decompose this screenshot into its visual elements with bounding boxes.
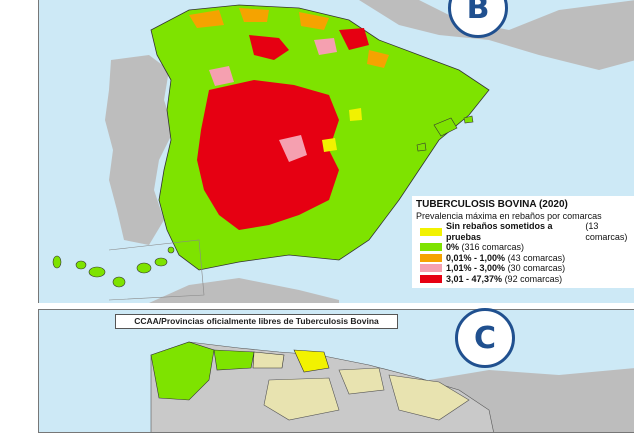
region-low-3	[314, 38, 337, 55]
region-minimal-4	[367, 50, 389, 68]
balearic-mallorca	[433, 117, 458, 137]
region-low-1	[279, 135, 307, 162]
legend-row: 0% (316 comarcas)	[416, 242, 634, 253]
legend-count: (13 comarcas)	[585, 221, 628, 242]
legend-row: 1,01% - 3,00% (30 comarcas)	[416, 263, 634, 274]
spain-prevalence-map	[52, 0, 634, 303]
legend-label: 1,01% - 3,00%	[446, 263, 506, 273]
legend-swatch-green	[420, 243, 442, 252]
free-regions-map	[150, 341, 634, 432]
region-castilla-leon	[263, 377, 340, 421]
region-cataluna	[388, 374, 470, 421]
legend-count: (92 comarcas)	[504, 273, 563, 284]
legend-label: 3,01 - 47,37%	[446, 273, 503, 284]
region-high-ne	[339, 28, 369, 50]
balearic-ibiza	[416, 142, 427, 152]
legend-label: Sin rebaños sometidos a pruebas	[446, 221, 553, 242]
canary-islands	[52, 246, 175, 288]
legend-swatch-yellow	[420, 227, 442, 236]
region-high-north	[249, 35, 289, 60]
legend-swatch-pink	[420, 264, 442, 273]
map-panel-c	[38, 309, 634, 433]
region-free-galicia	[150, 341, 215, 401]
canary-frame	[108, 239, 205, 301]
map-panel-b: TUBERCULOSIS BOVINA (2020) Prevalencia m…	[38, 0, 634, 303]
legend-row: 3,01 - 47,37% (92 comarcas)	[416, 274, 634, 285]
balearic-menorca	[463, 115, 474, 124]
region-cantabria	[252, 351, 285, 369]
legend-title: TUBERCULOSIS BOVINA (2020)	[416, 199, 568, 210]
panel-c-title: CCAA/Provincias oficialmente libres de T…	[115, 314, 398, 329]
region-untested-2	[349, 108, 362, 121]
region-navarra	[338, 367, 385, 395]
region-high-prevalence	[197, 80, 339, 230]
region-minimal-3	[299, 12, 329, 30]
region-minimal-1	[189, 10, 224, 28]
region-pais-vasco	[293, 349, 330, 373]
region-low-2	[209, 66, 234, 86]
legend-count: (30 comarcas)	[507, 263, 566, 273]
legend-subtitle: Prevalencia máxima en rebaños por comarc…	[416, 210, 602, 221]
legend-count: (43 comarcas)	[507, 252, 566, 263]
map-legend: TUBERCULOSIS BOVINA (2020) Prevalencia m…	[412, 196, 634, 288]
region-minimal-2	[239, 8, 269, 22]
legend-swatch-red	[420, 274, 442, 283]
legend-row: 0,01% - 1,00% (43 comarcas)	[416, 253, 634, 264]
region-untested-1	[322, 138, 337, 152]
africa-land	[149, 278, 339, 303]
legend-label: 0%	[446, 242, 460, 252]
panel-c-badge: C	[455, 308, 515, 368]
legend-swatch-orange	[420, 253, 442, 262]
france-land	[359, 0, 634, 70]
region-free-asturias	[213, 349, 255, 371]
legend-count: (316 comarcas)	[461, 242, 525, 252]
legend-label: 0,01% - 1,00%	[446, 252, 506, 263]
legend-row: Sin rebaños sometidos a pruebas (13 coma…	[416, 221, 634, 242]
portugal-land	[105, 55, 174, 245]
